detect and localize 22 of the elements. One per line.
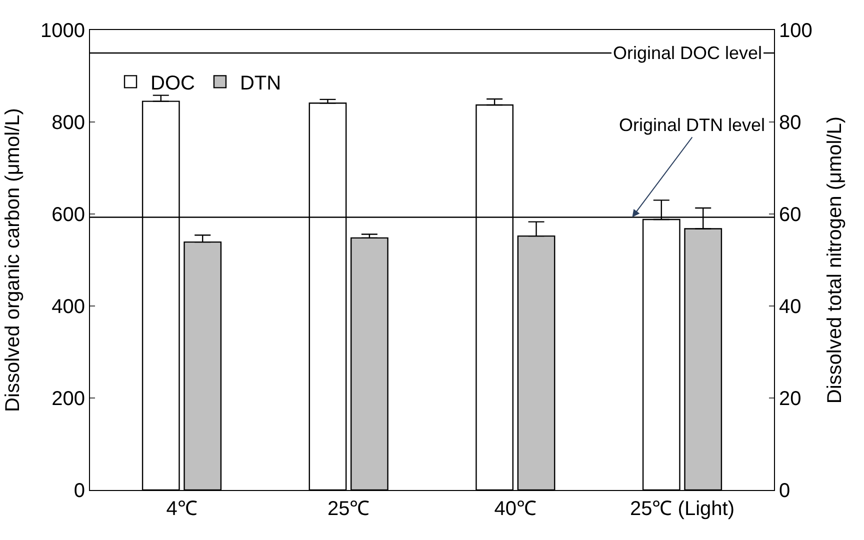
legend-label: DTN bbox=[240, 72, 282, 94]
y2-axis-title: Dissolved total nitrogen (μmol/L) bbox=[824, 116, 846, 404]
y2-tick-label: 100 bbox=[779, 20, 812, 42]
y-tick-label: 1000 bbox=[40, 20, 85, 42]
y-axis-title: Dissolved organic carbon (μmol/L) bbox=[2, 108, 24, 412]
y-tick-label: 400 bbox=[52, 296, 85, 318]
x-tick-label: 4℃ bbox=[166, 498, 198, 520]
y-tick-label: 600 bbox=[52, 204, 85, 226]
ref-line-label: Original DOC level bbox=[613, 43, 762, 63]
y2-tick-label: 80 bbox=[779, 112, 802, 134]
x-tick-label: 25℃ bbox=[327, 498, 370, 520]
x-tick-label: 40℃ bbox=[494, 498, 537, 520]
y2-tick-label: 0 bbox=[779, 480, 790, 502]
y-tick-label: 200 bbox=[52, 388, 85, 410]
ref-line-label: Original DTN level bbox=[619, 115, 766, 135]
x-tick-label: 25℃ (Light) bbox=[630, 498, 734, 520]
y-tick-label: 800 bbox=[52, 112, 85, 134]
y2-tick-label: 60 bbox=[779, 204, 802, 226]
y2-tick-label: 40 bbox=[779, 296, 802, 318]
legend-label: DOC bbox=[150, 72, 195, 94]
y-tick-label: 0 bbox=[74, 480, 85, 502]
y2-tick-label: 20 bbox=[779, 388, 802, 410]
